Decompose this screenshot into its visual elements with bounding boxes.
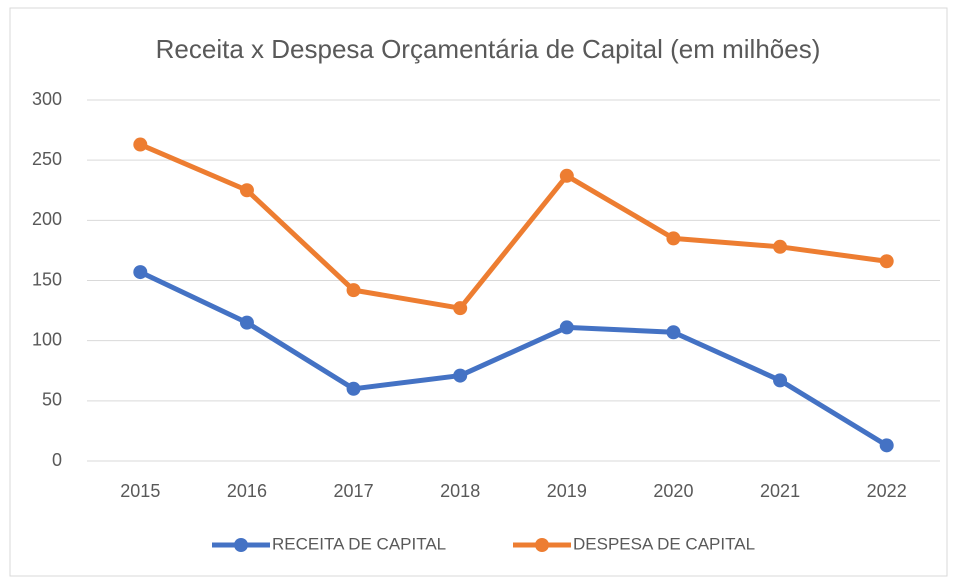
series-line	[139, 142, 888, 311]
chart-title: Receita x Despesa Orçamentária de Capita…	[156, 34, 821, 64]
x-tick-label: 2017	[334, 481, 374, 501]
data-point	[559, 320, 574, 335]
data-point	[239, 183, 254, 198]
y-tick-label: 300	[32, 89, 62, 109]
x-tick-label: 2020	[653, 481, 693, 501]
x-tick-label: 2019	[547, 481, 587, 501]
y-tick-label: 50	[42, 390, 62, 410]
y-tick-label: 200	[32, 209, 62, 229]
y-tick-label: 250	[32, 149, 62, 169]
data-point	[559, 168, 574, 183]
data-point	[133, 137, 148, 152]
x-tick-label: 2021	[760, 481, 800, 501]
data-point	[453, 368, 468, 383]
data-point	[879, 438, 894, 453]
data-point	[133, 265, 148, 280]
legend-marker	[535, 538, 549, 552]
data-point	[346, 283, 361, 298]
chart-border	[9, 7, 948, 577]
data-point	[346, 381, 361, 396]
y-tick-label: 150	[32, 269, 62, 289]
y-tick-label: 100	[32, 329, 62, 349]
x-tick-label: 2016	[227, 481, 267, 501]
data-point	[879, 254, 894, 269]
series-line	[139, 269, 888, 448]
legend-label: DESPESA DE CAPITAL	[573, 534, 755, 553]
data-point	[666, 325, 681, 340]
data-point	[453, 301, 468, 316]
x-tick-label: 2018	[440, 481, 480, 501]
legend-marker	[234, 538, 248, 552]
data-point	[666, 231, 681, 246]
x-tick-label: 2015	[120, 481, 160, 501]
x-tick-label: 2022	[867, 481, 907, 501]
legend-label: RECEITA DE CAPITAL	[272, 534, 446, 553]
y-tick-label: 0	[52, 450, 62, 470]
data-point	[773, 239, 788, 254]
data-point	[239, 315, 254, 330]
data-point	[773, 373, 788, 388]
